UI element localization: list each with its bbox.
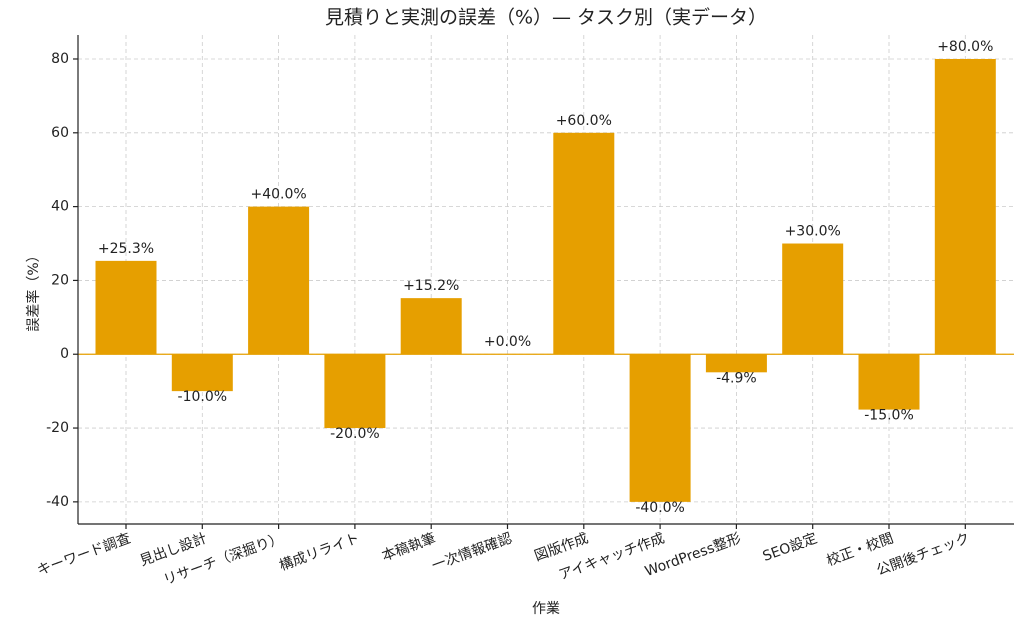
bar xyxy=(95,260,157,355)
bar xyxy=(171,354,233,392)
bar xyxy=(553,132,615,355)
bar xyxy=(629,354,691,502)
y-tick-label: -20 xyxy=(46,420,69,436)
x-tick-label: キーワード調査 xyxy=(35,530,133,579)
value-label: -40.0% xyxy=(635,500,685,516)
bar xyxy=(934,58,996,355)
y-tick-label: 20 xyxy=(51,272,69,288)
bar xyxy=(705,354,767,373)
x-tick-label: SEO設定 xyxy=(761,530,820,564)
y-tick-label: 40 xyxy=(51,199,69,215)
x-tick-label: 一次情報確認 xyxy=(430,530,514,574)
value-label: +0.0% xyxy=(484,334,531,350)
value-label: -15.0% xyxy=(864,408,914,424)
value-label: +80.0% xyxy=(937,39,993,55)
y-tick-label: 0 xyxy=(60,346,69,362)
bar xyxy=(324,354,386,429)
y-axis-label: 誤差率（%） xyxy=(25,248,42,331)
value-label: +60.0% xyxy=(556,113,612,129)
x-tick-label: 構成リライト xyxy=(277,530,361,574)
chart-title: 見積りと実測の誤差（%）— タスク別（実データ） xyxy=(325,7,767,29)
value-label: +40.0% xyxy=(250,187,306,203)
bar xyxy=(858,354,920,410)
y-tick-label: -40 xyxy=(46,494,69,510)
value-label: -4.9% xyxy=(716,370,757,386)
bar xyxy=(248,206,310,355)
value-label: -10.0% xyxy=(178,389,228,405)
y-tick-label: 60 xyxy=(51,125,69,141)
value-label: +30.0% xyxy=(785,224,841,240)
value-label: -20.0% xyxy=(330,426,380,442)
bar xyxy=(782,243,844,355)
bar xyxy=(400,298,462,355)
x-axis-label: 作業 xyxy=(532,601,560,617)
value-label: +25.3% xyxy=(98,241,154,257)
value-label: +15.2% xyxy=(403,278,459,294)
y-tick-label: 80 xyxy=(51,51,69,67)
